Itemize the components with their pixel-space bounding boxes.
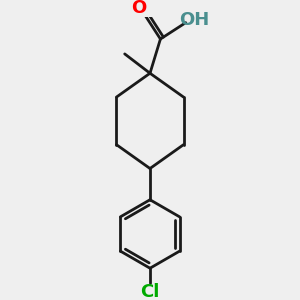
Text: OH: OH [179, 11, 209, 29]
Text: Cl: Cl [140, 283, 160, 300]
Text: O: O [131, 0, 146, 17]
